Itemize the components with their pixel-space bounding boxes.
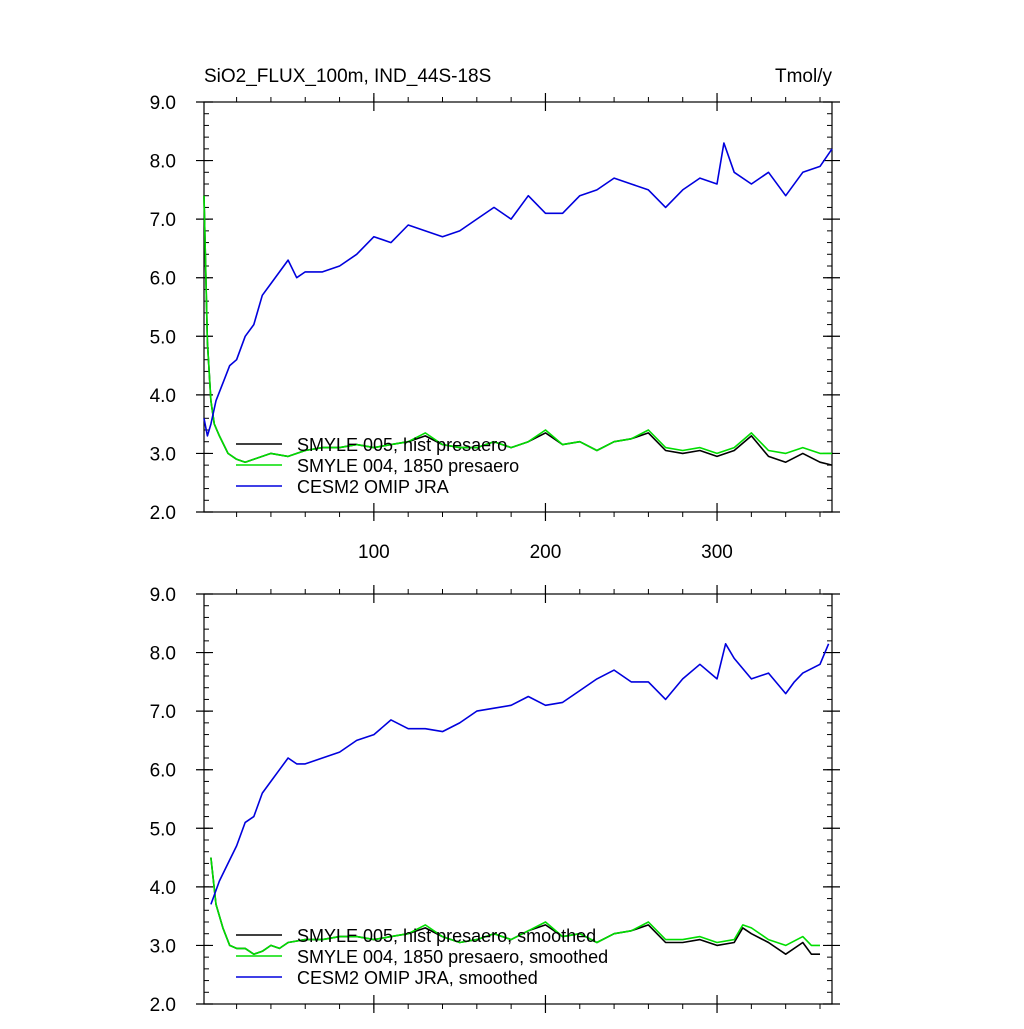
y-tick-label: 9.0 [150,585,176,606]
y-tick-label: 2.0 [150,995,176,1016]
y-tick-label: 4.0 [150,386,176,407]
y-tick-label: 5.0 [150,819,176,840]
y-tick-label: 6.0 [150,269,176,290]
legend-label: CESM2 OMIP JRA, smoothed [297,968,538,988]
legend-label: SMYLE 005, hist presaero, smoothed [297,926,596,946]
plot-frame-2 [203,593,833,1005]
chart-title: SiO2_FLUX_100m, IND_44S-18S [204,66,491,87]
x-tick-label: 100 [358,542,390,563]
series-line-1-1 [203,195,833,466]
y-tick-label: 5.0 [150,327,176,348]
series-line-2-2 [210,857,820,956]
y-tick-label: 3.0 [150,936,176,957]
y-tick-label: 8.0 [150,152,176,173]
x-tick-label: 300 [701,542,733,563]
chart-units: Tmol/y [775,66,833,87]
series-line-2-3 [210,642,830,905]
legend-label: SMYLE 005, hist presaero [297,435,507,455]
y-tick-label: 9.0 [150,93,176,114]
y-tick-label: 4.0 [150,878,176,899]
y-tick-label: 6.0 [150,761,176,782]
y-tick-label: 7.0 [150,702,176,723]
legend-label: SMYLE 004, 1850 presaero, smoothed [297,947,608,967]
y-tick-label: 3.0 [150,444,176,465]
series-line-1-3 [203,142,833,437]
x-tick-label: 200 [530,542,562,563]
y-tick-label: 8.0 [150,644,176,665]
legend-label: CESM2 OMIP JRA [297,477,449,497]
y-tick-label: 2.0 [150,503,176,524]
plot-frame-1 [203,101,833,513]
legend-label: SMYLE 004, 1850 presaero [297,456,519,476]
series-line-1-2 [203,195,832,464]
y-tick-label: 7.0 [150,210,176,231]
